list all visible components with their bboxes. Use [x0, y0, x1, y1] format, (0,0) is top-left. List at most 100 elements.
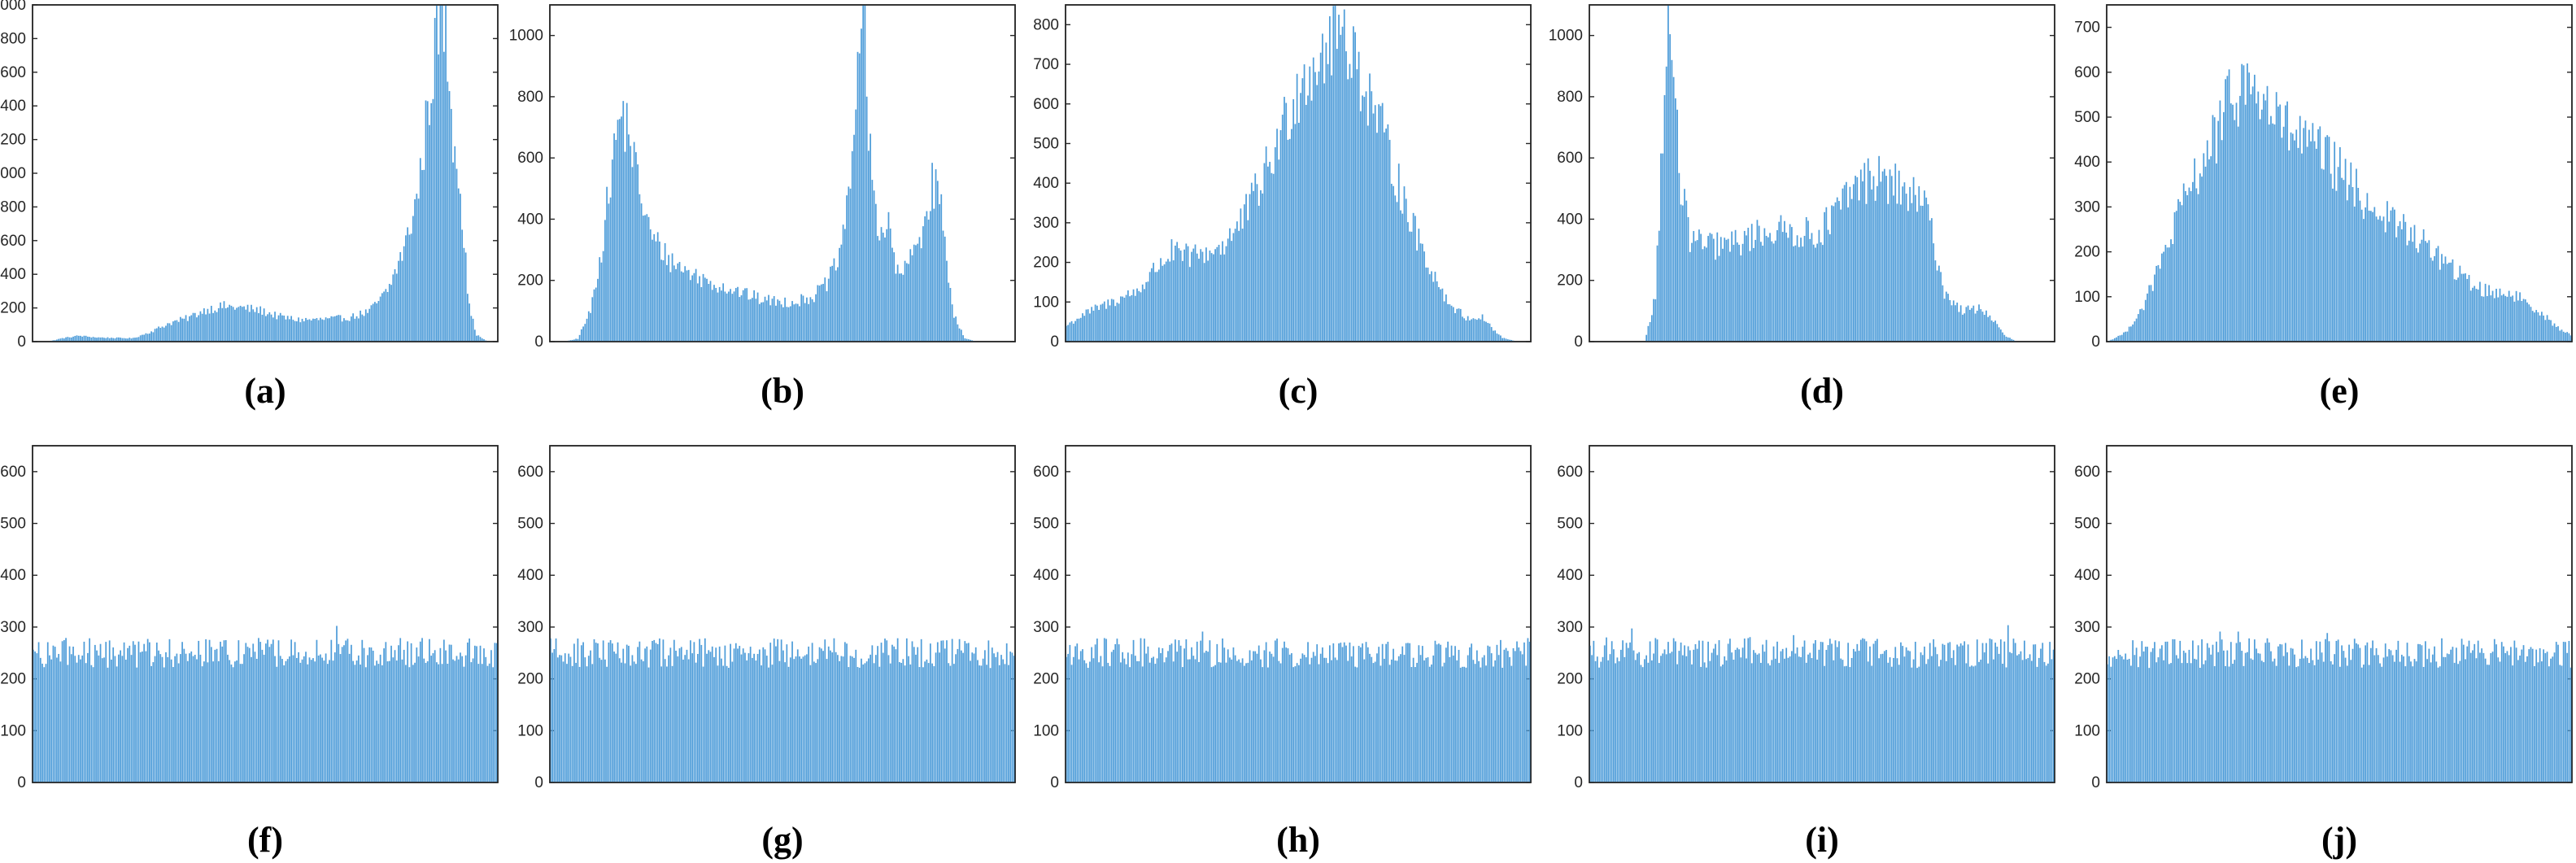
histogram-bar — [186, 320, 189, 342]
histogram-bar — [920, 248, 922, 342]
histogram-bar — [1245, 194, 1247, 342]
histogram-bar — [1141, 284, 1144, 342]
histogram-bar — [2197, 194, 2199, 342]
histogram-bar — [163, 327, 165, 342]
histogram-bar — [308, 657, 311, 782]
histogram-bar — [2291, 133, 2294, 342]
y-tick-label: 100 — [1033, 722, 1059, 739]
histogram-bar — [2144, 299, 2147, 342]
histogram-bar — [566, 664, 568, 782]
histogram-bar — [63, 338, 65, 342]
histogram-bar — [1852, 184, 1855, 342]
histogram-bar — [2439, 666, 2441, 782]
histogram-bar — [2390, 650, 2392, 782]
histogram-bar — [1825, 207, 1828, 342]
histogram-bar — [1176, 242, 1179, 342]
histogram-bar — [802, 295, 804, 342]
histogram-bar — [1712, 238, 1715, 342]
histogram-bar — [2259, 653, 2261, 782]
histogram-bar — [2142, 651, 2145, 782]
histogram-bar — [1936, 654, 1938, 782]
histogram-bar — [718, 286, 721, 342]
bars-i — [1589, 625, 2055, 782]
histogram-bar — [1403, 655, 1406, 782]
histogram-bar — [1309, 66, 1311, 342]
histogram-bar — [1387, 124, 1389, 342]
histogram-bar — [1994, 643, 1997, 782]
histogram-bar — [1725, 239, 1728, 342]
histogram-bar — [840, 656, 843, 782]
histogram-bar — [587, 311, 590, 342]
histogram-bar — [176, 320, 178, 342]
histogram-bar — [1896, 658, 1898, 782]
histogram-bar — [1893, 195, 1894, 342]
histogram-bar — [1481, 314, 1484, 342]
histogram-bar — [2223, 111, 2225, 342]
histogram-bar — [1503, 649, 1506, 782]
histogram-bar — [1236, 660, 1238, 782]
histogram-bar — [2312, 123, 2314, 342]
histogram-bar — [403, 649, 405, 782]
histogram-bar — [2428, 240, 2430, 342]
histogram-bar — [1298, 122, 1300, 342]
histogram-bar — [2435, 661, 2438, 782]
histogram-bar — [1647, 325, 1650, 342]
histogram-bar — [2248, 638, 2251, 782]
histogram-bar — [765, 300, 768, 342]
histogram-bar — [152, 662, 155, 782]
histogram-bar — [101, 337, 103, 342]
histogram-bar — [1458, 308, 1460, 342]
histogram-bar — [1497, 334, 1500, 342]
histogram-bar — [2226, 76, 2229, 342]
histogram-bar — [1858, 651, 1860, 782]
histogram-bar — [201, 666, 203, 782]
histogram-bar — [1281, 114, 1284, 342]
histogram-bar — [935, 169, 937, 342]
histogram-bar — [2522, 299, 2525, 342]
histogram-bar — [394, 269, 396, 342]
histogram-bar — [2036, 666, 2038, 782]
histogram-bar — [52, 340, 54, 342]
histogram-bar — [2007, 625, 2009, 782]
histogram-bar — [2148, 285, 2151, 342]
histogram-bar — [664, 242, 666, 342]
histogram-bar — [2465, 273, 2466, 342]
histogram-bar — [622, 648, 625, 782]
histogram-bar — [1622, 640, 1624, 782]
histogram-bar — [2112, 657, 2114, 782]
histogram-bar — [1284, 97, 1285, 342]
histogram-bar — [1269, 161, 1271, 342]
histogram-bar — [294, 320, 296, 342]
histogram-bar — [1083, 660, 1086, 782]
histogram-bar — [722, 283, 725, 342]
histogram-bar — [2134, 655, 2136, 782]
histogram-bar — [1793, 246, 1794, 342]
histogram-bar — [1785, 647, 1788, 782]
histogram-bar — [586, 318, 588, 342]
histogram-bar — [341, 321, 343, 342]
histogram-bar — [442, 51, 445, 342]
histogram-bar — [1132, 639, 1135, 782]
histogram-bar — [2526, 656, 2528, 782]
histogram-bar — [778, 660, 781, 782]
histogram-bar — [1147, 646, 1149, 782]
histogram-bar — [1165, 261, 1167, 342]
histogram-bar — [1945, 660, 1947, 782]
histogram-bar — [1607, 660, 1610, 782]
histogram-bar — [575, 338, 578, 342]
y-tick-label: 0 — [17, 774, 26, 791]
histogram-bar — [706, 278, 708, 342]
histogram-bar — [1209, 640, 1211, 782]
histogram-bar — [1378, 647, 1380, 782]
histogram-bar — [2290, 132, 2292, 342]
histogram-bar — [370, 647, 373, 782]
histogram-bar — [170, 659, 172, 782]
histogram-bar — [1794, 245, 1797, 342]
histogram-bar — [490, 650, 492, 782]
histogram-bar — [1972, 305, 1975, 342]
histogram-bar — [2557, 644, 2559, 782]
histogram-bar — [564, 653, 566, 782]
histogram-bar — [753, 290, 755, 342]
histogram-bar — [2484, 658, 2487, 782]
histogram-bar — [2172, 639, 2174, 782]
